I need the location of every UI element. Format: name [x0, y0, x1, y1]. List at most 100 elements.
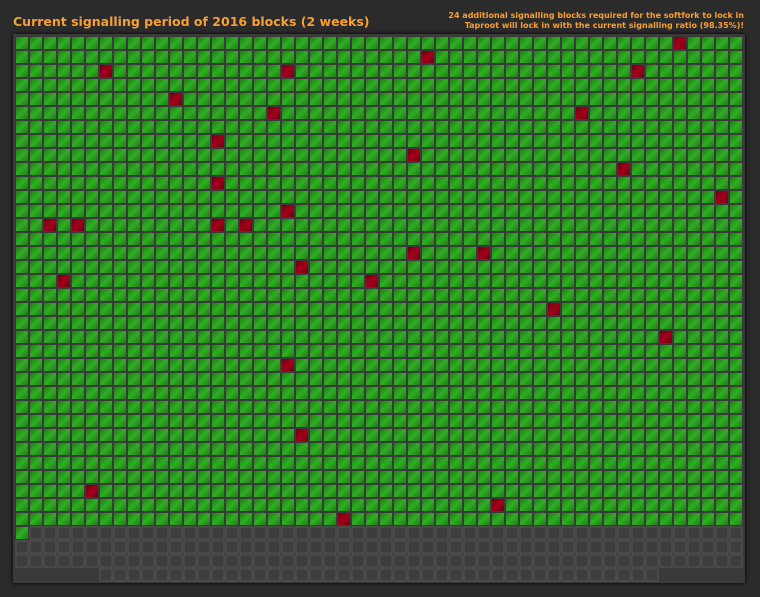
block-signalling — [730, 513, 742, 525]
block-signalling — [58, 303, 70, 315]
block-not-signalling — [58, 275, 70, 287]
block-signalling — [86, 247, 98, 259]
block-signalling — [730, 149, 742, 161]
block-signalling — [338, 163, 350, 175]
block-signalling — [618, 485, 630, 497]
block-pending — [127, 540, 141, 554]
block-signalling — [688, 289, 700, 301]
block-signalling — [492, 443, 504, 455]
block-signalling — [86, 331, 98, 343]
block-signalling — [660, 107, 672, 119]
block-signalling — [254, 247, 266, 259]
block-signalling — [44, 149, 56, 161]
block-signalling — [394, 345, 406, 357]
block-signalling — [702, 275, 714, 287]
block-signalling — [100, 191, 112, 203]
block-pending — [365, 568, 379, 582]
block-signalling — [366, 247, 378, 259]
block-pending — [141, 526, 155, 540]
block-signalling — [198, 331, 210, 343]
block-signalling — [380, 415, 392, 427]
block-not-signalling — [478, 247, 490, 259]
block-signalling — [16, 373, 28, 385]
block-signalling — [674, 331, 686, 343]
block-signalling — [436, 261, 448, 273]
block-signalling — [380, 275, 392, 287]
block-signalling — [562, 345, 574, 357]
block-signalling — [674, 219, 686, 231]
block-signalling — [86, 51, 98, 63]
block-signalling — [436, 485, 448, 497]
block-signalling — [324, 261, 336, 273]
block-signalling — [688, 205, 700, 217]
block-signalling — [58, 401, 70, 413]
block-signalling — [212, 317, 224, 329]
block-signalling — [114, 429, 126, 441]
block-pending — [253, 568, 267, 582]
block-signalling — [688, 37, 700, 49]
block-signalling — [226, 499, 238, 511]
block-signalling — [450, 177, 462, 189]
block-signalling — [58, 51, 70, 63]
block-signalling — [324, 65, 336, 77]
block-signalling — [282, 191, 294, 203]
block-signalling — [114, 387, 126, 399]
block-signalling — [366, 345, 378, 357]
block-signalling — [688, 93, 700, 105]
block-signalling — [114, 247, 126, 259]
block-signalling — [72, 233, 84, 245]
block-signalling — [254, 401, 266, 413]
block-signalling — [156, 191, 168, 203]
block-signalling — [646, 513, 658, 525]
block-signalling — [296, 177, 308, 189]
block-signalling — [660, 51, 672, 63]
block-pending — [197, 540, 211, 554]
block-signalling — [184, 275, 196, 287]
block-signalling — [324, 121, 336, 133]
block-signalling — [170, 51, 182, 63]
block-signalling — [450, 303, 462, 315]
block-signalling — [100, 387, 112, 399]
block-signalling — [450, 135, 462, 147]
block-signalling — [226, 359, 238, 371]
block-signalling — [422, 107, 434, 119]
block-signalling — [646, 261, 658, 273]
block-signalling — [268, 415, 280, 427]
block-signalling — [548, 219, 560, 231]
block-signalling — [520, 107, 532, 119]
block-signalling — [114, 219, 126, 231]
block-pending — [407, 554, 421, 568]
block-signalling — [100, 331, 112, 343]
block-signalling — [142, 233, 154, 245]
block-signalling — [268, 471, 280, 483]
block-signalling — [72, 499, 84, 511]
block-pending — [393, 526, 407, 540]
block-signalling — [72, 471, 84, 483]
block-signalling — [30, 177, 42, 189]
block-pending — [715, 554, 729, 568]
block-signalling — [562, 499, 574, 511]
block-signalling — [30, 191, 42, 203]
block-signalling — [436, 401, 448, 413]
block-signalling — [646, 373, 658, 385]
block-signalling — [688, 261, 700, 273]
block-signalling — [408, 471, 420, 483]
block-signalling — [338, 121, 350, 133]
block-signalling — [30, 359, 42, 371]
block-signalling — [548, 331, 560, 343]
block-signalling — [534, 429, 546, 441]
block-pending — [519, 568, 533, 582]
block-signalling — [632, 303, 644, 315]
block-signalling — [408, 261, 420, 273]
block-signalling — [548, 499, 560, 511]
block-signalling — [548, 457, 560, 469]
block-not-signalling — [170, 93, 182, 105]
block-signalling — [128, 107, 140, 119]
block-signalling — [240, 429, 252, 441]
block-signalling — [352, 121, 364, 133]
block-signalling — [534, 443, 546, 455]
block-signalling — [142, 443, 154, 455]
block-pending — [505, 554, 519, 568]
block-signalling — [128, 303, 140, 315]
block-signalling — [30, 499, 42, 511]
